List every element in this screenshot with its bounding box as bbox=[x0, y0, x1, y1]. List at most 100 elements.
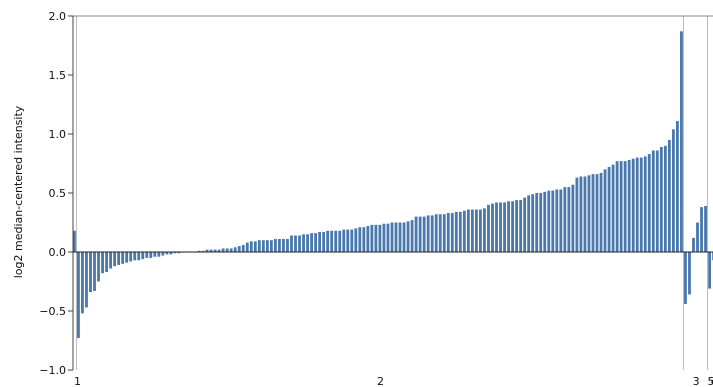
group-labels: 1 2 345 bbox=[74, 375, 713, 387]
y-tick-label: −0.5 bbox=[39, 305, 66, 318]
bar bbox=[527, 195, 531, 252]
bar bbox=[523, 197, 527, 252]
bar bbox=[294, 235, 297, 252]
bar bbox=[647, 154, 651, 252]
bar bbox=[680, 31, 683, 253]
bar bbox=[310, 233, 313, 252]
bar bbox=[595, 174, 599, 252]
bar bbox=[611, 164, 615, 252]
bar bbox=[382, 223, 386, 252]
bar bbox=[599, 172, 603, 252]
bar bbox=[121, 252, 125, 264]
y-tick-label: −1.0 bbox=[39, 364, 66, 377]
bar bbox=[491, 203, 494, 252]
bar bbox=[418, 216, 422, 252]
bar bbox=[386, 223, 390, 252]
bar bbox=[450, 213, 454, 252]
bar bbox=[161, 252, 165, 256]
bar bbox=[475, 209, 478, 252]
bar bbox=[619, 161, 623, 252]
bar bbox=[85, 252, 88, 308]
bar bbox=[241, 244, 245, 252]
bar bbox=[89, 252, 92, 293]
bar bbox=[639, 157, 643, 252]
bar bbox=[615, 161, 619, 252]
bar bbox=[458, 211, 462, 252]
bar bbox=[563, 187, 567, 252]
bar bbox=[543, 191, 547, 252]
bar bbox=[278, 239, 281, 252]
bar bbox=[607, 167, 611, 252]
bar bbox=[579, 176, 583, 252]
bar bbox=[302, 234, 305, 252]
bar bbox=[692, 237, 695, 252]
bar bbox=[603, 169, 607, 252]
bar bbox=[314, 233, 318, 252]
bar bbox=[426, 215, 430, 252]
bar bbox=[229, 248, 233, 252]
bar bbox=[688, 252, 691, 295]
bar bbox=[105, 252, 108, 273]
bar bbox=[165, 252, 169, 255]
bar bbox=[483, 208, 486, 252]
bar bbox=[539, 193, 543, 252]
bar bbox=[253, 241, 257, 252]
bar bbox=[261, 240, 265, 252]
bar bbox=[326, 230, 330, 252]
bar bbox=[531, 194, 535, 252]
bar bbox=[430, 215, 434, 252]
bar bbox=[575, 177, 579, 252]
bar bbox=[265, 240, 269, 252]
bar bbox=[398, 222, 402, 252]
group-label: 4 bbox=[711, 375, 713, 387]
bar bbox=[410, 220, 414, 252]
y-tick-label: 1.0 bbox=[49, 128, 67, 141]
bar bbox=[177, 252, 181, 254]
bar bbox=[338, 230, 342, 252]
bar bbox=[511, 201, 514, 252]
bar bbox=[571, 184, 575, 252]
bar bbox=[290, 235, 293, 252]
bar bbox=[274, 239, 277, 252]
bar bbox=[519, 200, 523, 252]
bar bbox=[157, 252, 161, 257]
bar bbox=[133, 252, 137, 261]
bar bbox=[129, 252, 133, 262]
bar bbox=[245, 242, 249, 252]
bar bbox=[213, 249, 217, 252]
bar bbox=[141, 252, 145, 260]
bar bbox=[631, 158, 635, 252]
bar bbox=[651, 150, 655, 252]
bar bbox=[366, 226, 370, 252]
bar bbox=[330, 230, 334, 252]
bar bbox=[233, 247, 237, 252]
bar bbox=[153, 252, 157, 257]
bar bbox=[676, 121, 679, 253]
y-tick-label: 2.0 bbox=[49, 10, 67, 23]
bar bbox=[286, 239, 289, 252]
bar bbox=[643, 156, 647, 252]
bar bbox=[587, 175, 591, 252]
bar bbox=[378, 224, 382, 252]
bar bbox=[201, 250, 205, 252]
y-tick-label: 0.5 bbox=[49, 187, 67, 200]
bar bbox=[197, 250, 201, 252]
group-label: 5 bbox=[708, 375, 713, 387]
bar bbox=[671, 129, 675, 252]
bar bbox=[205, 249, 209, 252]
bar bbox=[269, 240, 273, 252]
bar bbox=[306, 234, 309, 252]
y-axis: −1.0 −0.5 0.0 0.5 1.0 1.5 2.0 bbox=[39, 10, 713, 377]
bar bbox=[684, 252, 687, 304]
bar bbox=[370, 224, 374, 252]
bar bbox=[499, 202, 502, 252]
bar bbox=[282, 239, 285, 252]
bar bbox=[358, 227, 362, 252]
bar bbox=[470, 209, 474, 252]
bar bbox=[663, 145, 667, 252]
bar bbox=[414, 216, 418, 252]
bar bbox=[149, 252, 153, 258]
bar bbox=[77, 252, 80, 339]
bar bbox=[495, 202, 498, 252]
